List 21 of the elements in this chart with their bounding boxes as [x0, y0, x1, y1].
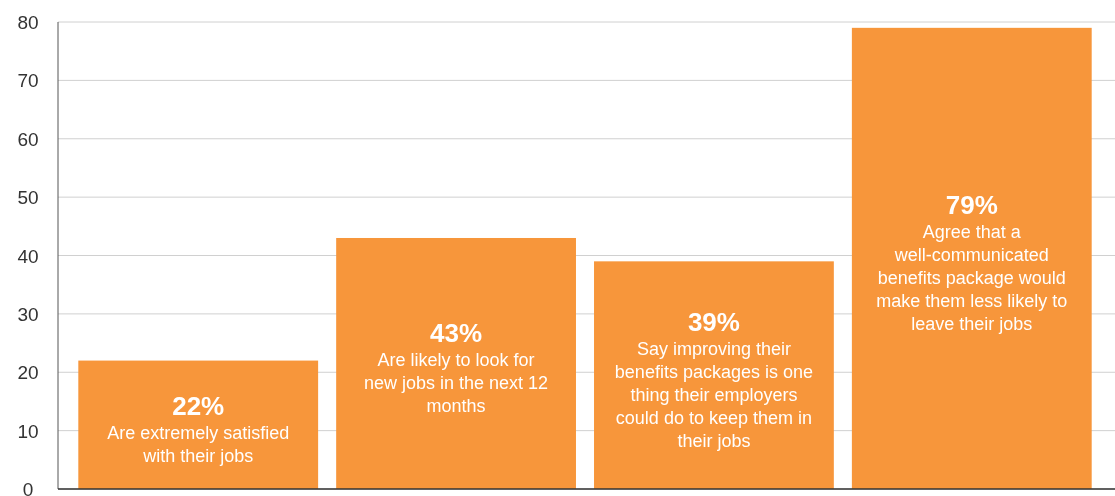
- y-tick-label: 0: [22, 479, 34, 496]
- bar: [851, 27, 1092, 489]
- data-label: 39%: [687, 306, 740, 337]
- x-tick-label: Are extremely satisfied with their jobs: [107, 422, 290, 466]
- bar: [594, 261, 834, 489]
- x-tick-label: Agree that a well-communicated benefits package would make them less likely to leave their jobs: [876, 221, 1068, 334]
- y-tick-label: 30: [17, 303, 39, 325]
- data-label: 43%: [430, 317, 483, 348]
- y-tick-label: 10: [17, 420, 39, 442]
- bar: [78, 360, 319, 489]
- y-tick-label: 80: [17, 12, 39, 33]
- y-tick-label: 60: [17, 128, 39, 150]
- data-label: 22%: [172, 390, 225, 421]
- y-tick-label: 40: [17, 245, 39, 267]
- data-label: 79%: [945, 189, 998, 220]
- x-tick-label: Are likely to look for new jobs in the next 12 months: [364, 349, 549, 416]
- y-tick-label: 50: [17, 187, 39, 209]
- bar: [336, 237, 576, 489]
- y-tick-label: 20: [17, 362, 39, 384]
- y-tick-label: 70: [17, 70, 39, 92]
- x-tick-label: Say improving their benefits packages is one thing their employers could do to keep them in their jobs: [614, 338, 813, 451]
